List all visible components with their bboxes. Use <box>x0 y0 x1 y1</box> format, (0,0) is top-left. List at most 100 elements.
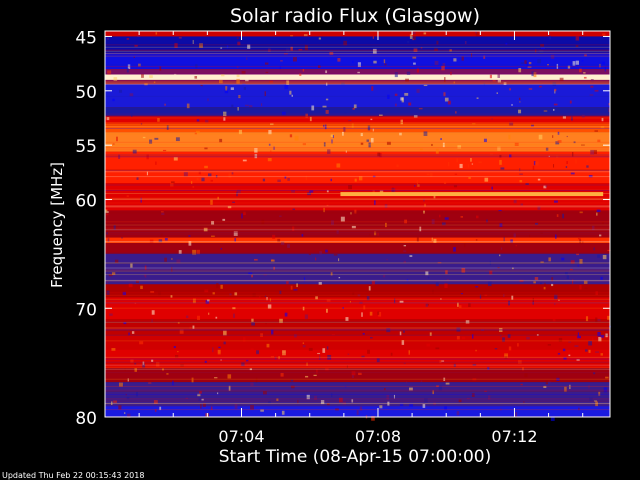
noise-speck <box>497 73 500 78</box>
noise-speck <box>313 374 317 377</box>
noise-speck <box>345 317 349 321</box>
noise-speck <box>327 403 330 406</box>
noise-speck <box>272 234 276 239</box>
noise-streak <box>105 176 610 178</box>
noise-speck <box>236 78 240 84</box>
noise-speck <box>566 355 570 360</box>
noise-speck <box>511 103 513 106</box>
noise-speck <box>303 277 306 282</box>
noise-speck <box>279 215 282 217</box>
noise-speck <box>552 82 557 86</box>
frequency-band <box>105 183 610 211</box>
noise-speck <box>140 122 143 125</box>
noise-speck <box>162 368 164 371</box>
noise-speck <box>126 37 130 40</box>
noise-streak <box>105 212 610 214</box>
noise-speck <box>503 237 505 242</box>
x-tick-label: 07:08 <box>355 427 401 446</box>
noise-speck <box>531 71 534 77</box>
noise-streak <box>105 41 610 43</box>
noise-streak <box>105 233 610 235</box>
noise-streak <box>105 122 610 124</box>
noise-streak <box>105 53 610 55</box>
noise-speck <box>242 83 246 85</box>
noise-speck <box>245 78 249 82</box>
noise-speck <box>256 117 259 121</box>
noise-speck <box>141 74 144 78</box>
noise-speck <box>457 302 459 307</box>
noise-streak <box>105 290 610 292</box>
noise-speck <box>601 117 604 122</box>
noise-streak <box>105 307 610 309</box>
noise-speck <box>237 107 239 111</box>
noise-streak <box>105 170 610 172</box>
noise-speck <box>267 157 272 162</box>
noise-speck <box>444 77 446 83</box>
noise-speck <box>224 88 229 94</box>
noise-speck <box>528 88 533 90</box>
noise-speck <box>372 48 377 54</box>
noise-speck <box>372 189 375 193</box>
noise-speck <box>242 159 247 162</box>
noise-speck <box>172 380 174 386</box>
noise-speck <box>357 294 361 297</box>
noise-speck <box>547 381 552 383</box>
noise-speck <box>220 47 223 49</box>
noise-speck <box>138 63 141 67</box>
noise-speck <box>379 152 382 158</box>
noise-speck <box>534 161 539 166</box>
noise-streak <box>105 274 610 276</box>
y-tick-label: 55 <box>75 137 97 157</box>
y-tick-label: 80 <box>75 409 97 429</box>
noise-speck <box>608 103 610 106</box>
noise-speck <box>425 271 429 276</box>
noise-speck <box>491 186 493 190</box>
noise-speck <box>291 190 295 193</box>
noise-speck <box>413 48 418 52</box>
noise-speck <box>190 181 193 184</box>
noise-speck <box>596 212 598 216</box>
noise-speck <box>447 100 451 105</box>
noise-speck <box>475 349 477 352</box>
noise-speck <box>439 360 442 364</box>
noise-speck <box>478 161 482 164</box>
noise-speck <box>583 72 586 74</box>
noise-streak <box>105 241 610 243</box>
noise-speck <box>134 363 137 365</box>
noise-speck <box>331 393 333 397</box>
noise-speck <box>196 119 200 122</box>
noise-speck <box>324 124 327 130</box>
noise-speck <box>208 312 210 315</box>
noise-speck <box>106 214 109 216</box>
noise-speck <box>379 114 383 116</box>
noise-speck <box>211 235 215 237</box>
noise-speck <box>393 298 396 304</box>
noise-speck <box>250 348 254 354</box>
noise-speck <box>588 341 593 346</box>
noise-speck <box>575 45 579 48</box>
noise-speck <box>408 102 412 106</box>
noise-speck <box>192 298 196 304</box>
noise-speck <box>411 32 416 35</box>
noise-speck <box>233 313 235 318</box>
noise-speck <box>361 355 365 358</box>
noise-speck <box>197 393 201 397</box>
noise-speck <box>260 409 264 412</box>
noise-speck <box>472 363 477 366</box>
noise-speck <box>236 37 239 39</box>
noise-speck <box>188 241 192 246</box>
noise-speck <box>158 291 161 296</box>
noise-streak <box>105 334 610 336</box>
noise-speck <box>189 326 192 330</box>
noise-speck <box>568 341 572 343</box>
noise-speck <box>204 289 209 293</box>
noise-speck <box>520 62 524 65</box>
noise-streak <box>105 117 610 119</box>
noise-speck <box>423 32 427 35</box>
noise-speck <box>294 334 297 338</box>
noise-speck <box>441 222 446 226</box>
noise-speck <box>177 351 179 353</box>
noise-speck <box>254 147 258 153</box>
noise-speck <box>331 143 335 145</box>
noise-speck <box>197 315 201 320</box>
